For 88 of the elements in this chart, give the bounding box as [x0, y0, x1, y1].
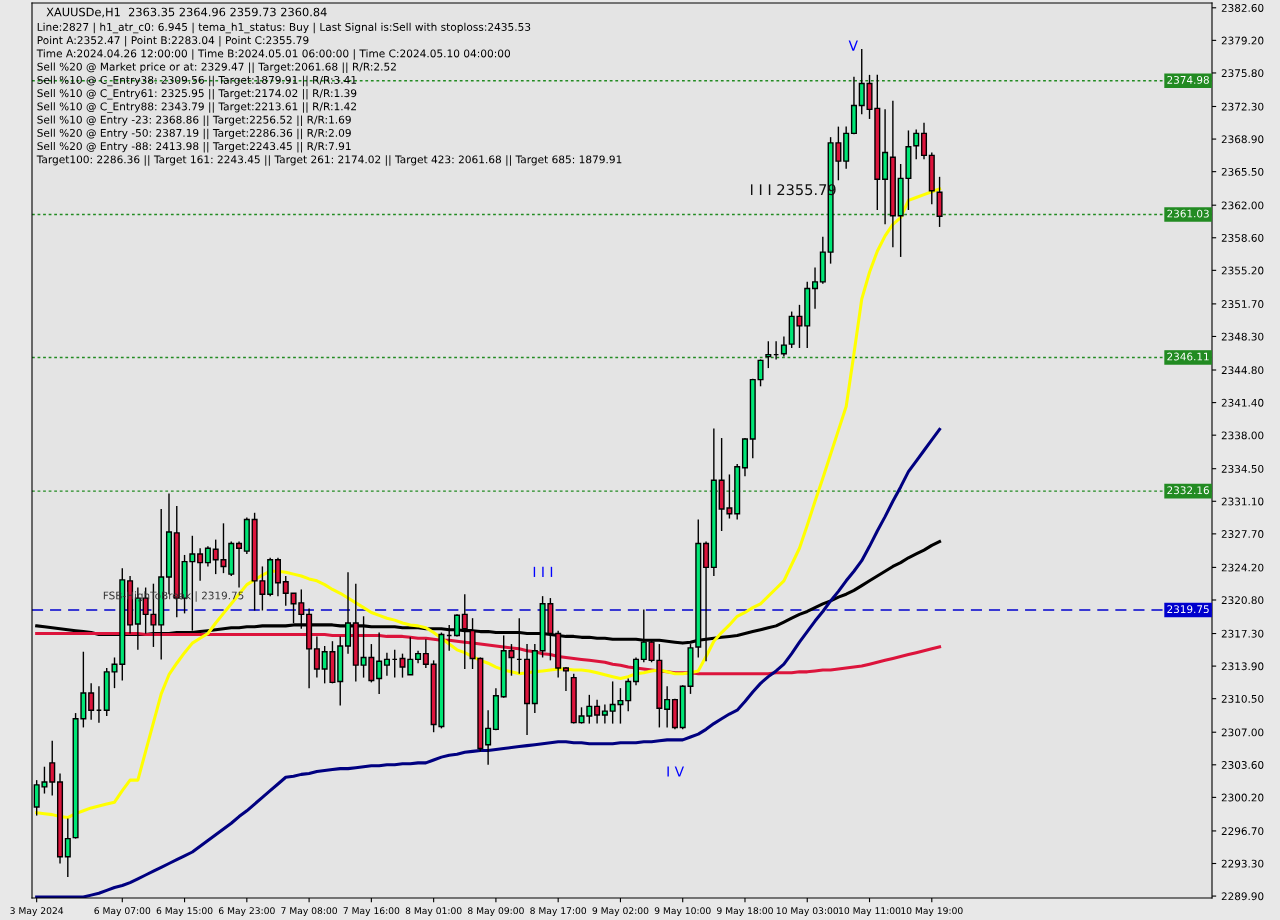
y-tick-label: 2365.50 [1221, 167, 1264, 176]
line-series [35, 427, 942, 898]
annotation: Sell %20 @ Entry -88: 2413.98 || Target:2243.45 || R/R:7.91 [37, 141, 351, 153]
annotation: I I I [533, 566, 553, 577]
ref-line-label: 2332.16 [1167, 486, 1209, 495]
ref-line-label: 2319.75 [1167, 605, 1209, 614]
y-tick-label: 2344.80 [1221, 366, 1264, 375]
x-tick-label: 9 May 02:00 [592, 907, 649, 916]
x-tick-label: 10 May 11:00 [839, 907, 901, 916]
y-tick-label: 2296.70 [1221, 827, 1264, 836]
x-tick-label: 10 May 03:00 [776, 907, 839, 916]
y-tick-label: 2358.60 [1221, 234, 1264, 242]
x-tick-label: 10 May 19:00 [901, 907, 963, 916]
candlestick [88, 682, 95, 721]
ref-line-label: 2374.98 [1167, 75, 1209, 84]
y-tick-label: 2351.70 [1221, 300, 1264, 308]
y-tick-label: 2327.70 [1221, 530, 1264, 538]
candlestick [204, 545, 211, 568]
y-tick-label: 2382.60 [1221, 4, 1264, 12]
x-tick-label: 9 May 18:00 [717, 907, 773, 916]
annotation: V [848, 40, 858, 51]
y-tick-label: 2362.00 [1221, 201, 1264, 210]
annotation: I V [667, 766, 684, 777]
candlestick [282, 575, 289, 607]
candlestick [920, 122, 928, 160]
candlestick [485, 709, 492, 766]
candlestick [601, 703, 608, 725]
x-tick-label: 3 May 2024 [10, 907, 64, 916]
x-tick-label: 6 May 07:00 [94, 907, 151, 916]
y-tick-label: 2317.30 [1221, 629, 1264, 638]
candlestick [376, 631, 383, 695]
y-tick-label: 2355.20 [1221, 266, 1264, 275]
x-tick-label: 8 May 17:00 [530, 907, 587, 916]
x-tick-label: 8 May 01:00 [405, 907, 462, 916]
x-tick-label: 6 May 15:00 [156, 907, 213, 916]
annotation: Line:2827 | h1_atr_c0: 6.945 | tema_h1_status: Buy | Last Signal is:Sell with stoploss:2435.53 [37, 22, 531, 34]
annotation: Sell %20 @ Entry -50: 2387.19 || Target:2286.36 || R/R:2.09 [37, 128, 351, 140]
candlestick [632, 656, 640, 686]
y-tick-label: 2372.30 [1221, 102, 1264, 111]
y-tick-label: 2341.40 [1221, 398, 1264, 407]
candlestick [422, 638, 429, 669]
ref-line-label: 2346.11 [1167, 352, 1209, 361]
candlestick [765, 340, 772, 369]
candlestick [780, 335, 787, 358]
x-tick-label: 6 May 23:00 [218, 907, 275, 916]
candlestick [236, 540, 243, 589]
candlestick [274, 557, 281, 597]
y-tick-label: 2310.50 [1221, 694, 1264, 703]
candlestick [625, 677, 632, 712]
y-tick-label: 2338.00 [1221, 431, 1264, 440]
y-tick-label: 2375.80 [1221, 69, 1264, 78]
annotation: Sell %10 @ C_Entry61: 2325.95 || Target:2174.02 || R/R:1.39 [37, 88, 357, 100]
candlestick [562, 666, 569, 692]
y-tick-label: 2348.30 [1221, 332, 1264, 341]
y-tick-label: 2334.50 [1221, 464, 1264, 473]
y-tick-label: 2303.60 [1221, 761, 1264, 769]
annotation: Point A:2352.47 | Point B:2283.04 | Point C:2355.79 [37, 35, 309, 47]
y-tick-label: 2379.20 [1221, 36, 1264, 45]
x-tick-label: 7 May 16:00 [343, 907, 400, 916]
y-tick-label: 2324.20 [1221, 563, 1264, 572]
candlestick [913, 128, 920, 160]
annotation: Target100: 2286.36 || Target 161: 2243.45 || Target 261: 2174.02 || Target 423: 2061.68 || Target 685: 1879.91 [36, 155, 622, 166]
y-tick-label: 2320.80 [1221, 596, 1264, 605]
y-tick-label: 2313.90 [1221, 662, 1264, 671]
candlestick [757, 358, 764, 387]
x-tick-label: 9 May 10:00 [654, 907, 711, 916]
annotation: Time A:2024.04.26 12:00:00 | Time B:2024.05.01 06:00:00 | Time C:2024.05.10 04:00:00 [36, 49, 511, 60]
annotation: Sell %10 @ C_Entry88: 2343.79 || Target:2213.61 || R/R:1.42 [37, 102, 356, 113]
candlestick [49, 740, 56, 797]
candlestick [812, 266, 819, 310]
annotation: Sell %10 @ C_Entry38: 2309.56 || Target:1879.91 || R/R:3.41 [37, 75, 357, 87]
annotation: Sell %10 @ Entry -23: 2368.86 || Target:2256.52 || R/R:1.69 [37, 115, 351, 126]
annotation: Sell %20 @ Market price or at: 2329.47 || Target:2061.68 || R/R:2.52 [37, 62, 396, 73]
x-tick-label: 7 May 08:00 [281, 907, 337, 916]
candlestick [383, 651, 390, 677]
candlestick [594, 698, 601, 725]
y-tick-label: 2307.00 [1221, 728, 1264, 737]
y-tick-label: 2289.90 [1221, 892, 1264, 901]
x-tick-label: 8 May 09:00 [468, 907, 524, 916]
y-tick-label: 2300.20 [1221, 793, 1264, 802]
ref-line-label: 2361.03 [1167, 209, 1209, 218]
candlestick [64, 817, 71, 878]
y-tick-label: 2368.90 [1221, 135, 1264, 144]
y-tick-label: 2331.10 [1221, 497, 1264, 506]
chart-title: XAUUSDe,H1 2363.35 2364.96 2359.73 2360.84 [46, 7, 327, 18]
candlestick [197, 547, 204, 582]
y-tick-label: 2293.30 [1221, 859, 1264, 868]
candlestick [664, 685, 671, 729]
